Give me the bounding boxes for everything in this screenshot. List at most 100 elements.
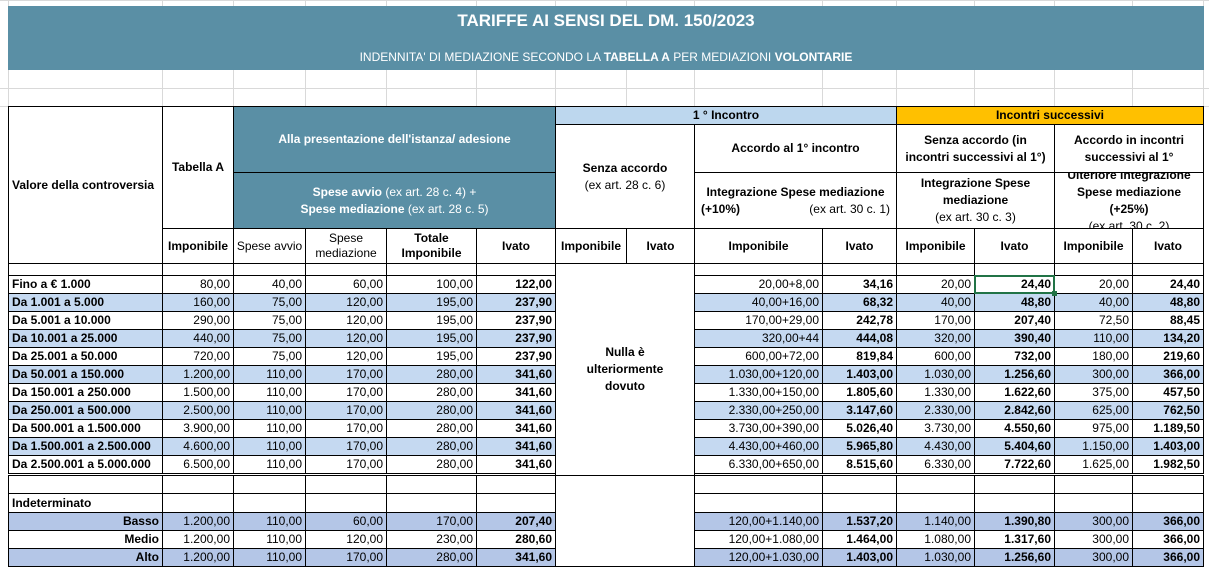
value-cell: 300,00 (1054, 512, 1133, 531)
cell-text: 1.200,00 (183, 532, 230, 546)
value-cell: 457,50 (1132, 383, 1204, 402)
cell-line: 24,40 (1021, 276, 1051, 293)
empty-cell (233, 493, 306, 513)
cell-text: 75,00 (271, 331, 302, 345)
cell-text: Da 25.001 a 50.000 (12, 349, 118, 363)
cell-line: 1.189,50 (1153, 420, 1200, 437)
cell-line: 110,00 (266, 549, 302, 566)
cell-line: incontri successivi al 1°) (905, 149, 1045, 166)
value-cell: 3.730,00 (896, 419, 975, 438)
selection-handle (1052, 291, 1057, 296)
value-cell: 120,00 (305, 530, 387, 549)
cell-line: Medio (124, 531, 159, 548)
cell-text: 444,08 (856, 331, 893, 345)
row-label: Da 150.001 a 250.000 (8, 383, 163, 402)
cell-text: 1.403,00 (1153, 439, 1200, 453)
cell-line: 341,60 (515, 402, 552, 419)
value-cell: 219,60 (1132, 347, 1204, 366)
cell-line: 110,00 (266, 456, 302, 473)
cell-line: 48,80 (1170, 294, 1200, 311)
cell-line: 444,08 (856, 330, 893, 347)
cell-line: 207,40 (515, 513, 552, 530)
cell-line: mediazione (943, 192, 1008, 209)
cell-text: 170,00 (346, 367, 383, 381)
cell-text: (ex art. 28 c. 5) (404, 201, 489, 216)
cell-line: 280,00 (436, 438, 473, 455)
cell-text: 4.550,60 (1004, 421, 1051, 435)
cell-line: 75,00 (272, 330, 302, 347)
cell-text: 110,00 (1093, 331, 1129, 345)
cell-text: 457,50 (1163, 385, 1200, 399)
value-cell: 40,00 (1054, 293, 1133, 312)
cell-line: 2.330,00+250,00 (729, 402, 819, 419)
header-senza-accordo-succ: Senza accordo (in incontri successivi al … (896, 124, 1055, 173)
gridline (822, 70, 823, 106)
cell-text: 280,00 (436, 457, 473, 471)
gridline (1203, 0, 1204, 6)
cell-line: 341,60 (515, 384, 552, 401)
value-cell: 110,00 (233, 455, 306, 474)
cell-text: Valore della controversia (12, 177, 155, 192)
cell-text: Integrazione Spese mediazione (706, 184, 885, 199)
gridline (1054, 0, 1055, 6)
cell-text: 1.030,00 (924, 367, 971, 381)
cell-text: Alto (135, 550, 159, 564)
cell-line: 237,90 (515, 348, 552, 365)
cell-text: 170,00 (436, 514, 473, 528)
value-cell: 110,00 (233, 437, 306, 456)
value-cell: 170,00 (305, 548, 387, 567)
cell-text: 1.200,00 (183, 550, 230, 564)
cell-text: INDENNITA' DI MEDIAZIONE SECONDO LA (359, 50, 604, 64)
cell-text: 3.730,00+390,00 (728, 421, 819, 435)
empty-merged (555, 475, 695, 567)
value-cell: 48,80 (974, 293, 1055, 312)
cell-text: 120,00+1.140,00 (728, 514, 819, 528)
value-cell: 207,40 (974, 311, 1055, 330)
cell-line: 3.900,00 (183, 420, 230, 437)
cell-line: 134,20 (1163, 330, 1200, 347)
cell-text: 40,00 (940, 295, 971, 309)
gridline (0, 88, 1209, 89)
value-cell: 1.464,00 (822, 530, 897, 549)
cell-line: Da 2.500.001 a 5.000.000 (12, 456, 151, 473)
cell-line: 110,00 (266, 438, 302, 455)
cell-line: 40,00 (1099, 294, 1129, 311)
value-cell: 40,00 (233, 275, 306, 294)
value-cell: 170,00 (305, 383, 387, 402)
cell-text: Nulla è ulteriormente dovuto (586, 345, 664, 393)
cell-text: Spese mediazione (300, 201, 405, 216)
value-cell: 1.256,60 (974, 365, 1055, 384)
cell-line: Accordo in incontri (1074, 132, 1184, 149)
value-cell: 2.330,00 (896, 401, 975, 420)
value-cell: 1.403,00 (822, 365, 897, 384)
cell-text: 20,00 (1098, 277, 1129, 291)
value-cell: 207,40 (476, 512, 556, 531)
cell-line: Integrazione Spese mediazione (706, 184, 884, 201)
gridline (1054, 70, 1055, 106)
value-cell: 1.403,00 (822, 548, 897, 567)
gridline (1203, 70, 1204, 106)
cell-line: 390,40 (1014, 330, 1051, 347)
cell-text: 3.900,00 (183, 421, 230, 435)
cell-line: 242,78 (856, 312, 893, 329)
value-cell: 170,00 (305, 365, 387, 384)
cell-text: TABELLA A (603, 50, 670, 64)
cell-text: 341,60 (515, 457, 552, 471)
cell-text: Medio (124, 532, 159, 546)
cell-line: Nulla è ulteriormente dovuto (574, 344, 676, 395)
cell-line: Totale Imponibile (389, 231, 474, 261)
value-cell: 1.256,60 (974, 548, 1055, 567)
gridline (386, 0, 387, 6)
cell-line: 720,00 (193, 348, 230, 365)
cell-text: 366,00 (1163, 514, 1200, 528)
value-cell: 280,00 (386, 455, 477, 474)
value-cell: 375,00 (1054, 383, 1133, 402)
cell-text: Totale Imponibile (401, 231, 462, 260)
cell-text: 122,00 (515, 277, 552, 291)
cell-text: 4.430,00 (924, 439, 971, 453)
gridline (233, 0, 234, 6)
value-cell: 160,00 (162, 293, 234, 312)
cell-line: 732,00 (1014, 348, 1051, 365)
gridline (896, 0, 897, 6)
cell-line: 1.200,00 (183, 531, 230, 548)
